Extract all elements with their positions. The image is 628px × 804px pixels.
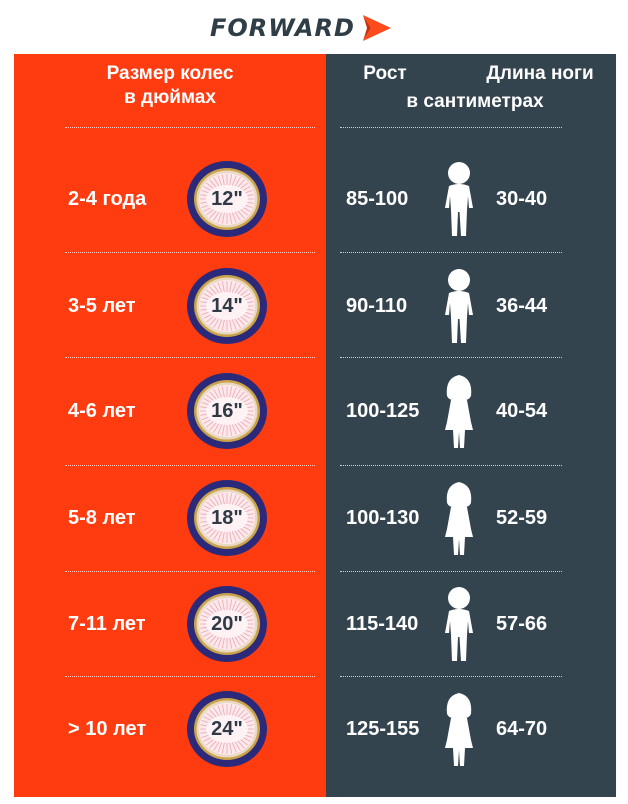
- girl-icon: [440, 479, 478, 557]
- row-divider: [65, 465, 315, 466]
- wheel-size-header-line2: в дюймах: [124, 87, 216, 108]
- wheel-size-label: 16": [211, 400, 243, 422]
- wheel-size-label: 20": [211, 613, 243, 635]
- age-range: 5-8 лет: [68, 507, 136, 529]
- wheel-size-header: Размер колес в дюймах: [14, 62, 326, 110]
- row-divider: [340, 676, 562, 677]
- girl-icon: [440, 372, 478, 450]
- wheel-icon: 20": [186, 585, 268, 663]
- wheel-icon: 14": [186, 267, 268, 345]
- leg-length-header: Длина ноги: [486, 63, 594, 84]
- size-row: 5-8 лет 18" 100-130 52-59: [0, 465, 628, 571]
- girl-icon: [440, 690, 478, 768]
- wheel-size-label: 24": [211, 718, 243, 740]
- row-divider: [340, 571, 562, 572]
- size-row: 3-5 лет 14" 90-110 36-44: [0, 253, 628, 359]
- size-row: 2-4 года 12" 85-100 30-40: [0, 146, 628, 252]
- wheel-icon: 24": [186, 690, 268, 768]
- leg-length-range: 36-44: [496, 295, 548, 317]
- leg-length-range: 52-59: [496, 507, 548, 529]
- size-row: 7-11 лет 20" 115-140 57-66: [0, 571, 628, 677]
- row-divider: [340, 252, 562, 253]
- wheel-size-label: 12": [211, 188, 243, 210]
- boy-icon: [440, 585, 478, 663]
- arrow-logo-icon: [362, 15, 391, 41]
- age-range: 3-5 лет: [68, 295, 136, 317]
- leg-length-range: 30-40: [496, 188, 548, 210]
- leg-length-range: 40-54: [496, 400, 548, 422]
- row-divider: [340, 465, 562, 466]
- brand-name: FORWARD: [210, 14, 355, 42]
- age-range: > 10 лет: [68, 718, 147, 740]
- row-divider: [65, 252, 315, 253]
- row-divider: [65, 127, 315, 128]
- wheel-icon: 12": [186, 160, 268, 238]
- wheel-icon: 16": [186, 372, 268, 450]
- size-row: > 10 лет 24" 125-155 64-70: [0, 676, 628, 782]
- height-range: 125-155: [346, 718, 420, 740]
- wheel-icon: 18": [186, 479, 268, 557]
- height-header: Рост: [363, 63, 407, 84]
- row-divider: [340, 357, 562, 358]
- leg-length-range: 57-66: [496, 613, 548, 635]
- height-range: 100-130: [346, 507, 420, 529]
- header: FORWARD: [0, 0, 628, 54]
- height-range: 90-110: [346, 295, 408, 317]
- row-divider: [65, 357, 315, 358]
- wheel-size-label: 14": [211, 295, 243, 317]
- height-range: 85-100: [346, 188, 409, 210]
- brand-logo: FORWARD: [210, 13, 393, 43]
- age-range: 4-6 лет: [68, 400, 136, 422]
- size-row: 4-6 лет 16" 100-125 40-54: [0, 358, 628, 464]
- age-range: 2-4 года: [68, 188, 147, 210]
- wheel-size-header-line1: Размер колес: [106, 63, 234, 84]
- boy-icon: [440, 160, 478, 238]
- row-divider: [65, 676, 315, 677]
- age-range: 7-11 лет: [68, 613, 146, 635]
- row-divider: [340, 127, 562, 128]
- wheel-size-label: 18": [211, 507, 243, 529]
- units-header: в сантиметрах: [406, 91, 544, 112]
- height-range: 115-140: [346, 613, 419, 635]
- boy-icon: [440, 267, 478, 345]
- leg-length-range: 64-70: [496, 718, 548, 740]
- wheel-size-panel: [14, 54, 326, 797]
- height-range: 100-125: [346, 400, 420, 422]
- row-divider: [65, 571, 315, 572]
